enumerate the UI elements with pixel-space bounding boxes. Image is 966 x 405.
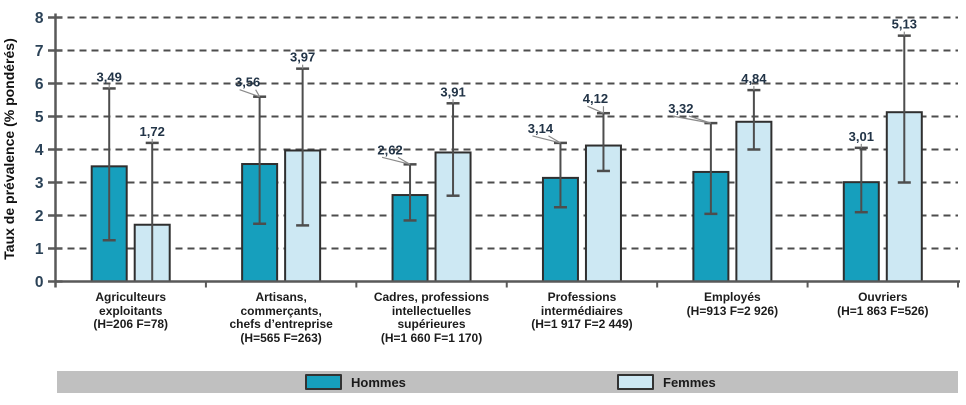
value-label: 4,12 bbox=[583, 91, 608, 106]
label-leader-line bbox=[381, 156, 411, 165]
category-label-1: Artisans, commerçants, chefs d’entreprise(… bbox=[229, 290, 333, 345]
y-tick-label: 7 bbox=[35, 43, 44, 60]
y-tick-label: 6 bbox=[35, 76, 44, 93]
legend-bar: Hommes Femmes bbox=[57, 371, 958, 393]
value-label: 3,01 bbox=[849, 129, 874, 144]
legend-swatch-femmes-icon bbox=[617, 374, 654, 390]
value-label: 2,62 bbox=[377, 142, 402, 157]
value-label: 3,14 bbox=[528, 121, 554, 136]
y-tick-label: 0 bbox=[35, 274, 44, 290]
value-label: 3,56 bbox=[235, 75, 260, 90]
label-leader-line bbox=[548, 135, 561, 144]
y-tick-label: 4 bbox=[35, 142, 44, 159]
y-tick-label: 2 bbox=[35, 208, 44, 225]
label-leader-line bbox=[688, 115, 712, 124]
label-leader-line bbox=[532, 135, 561, 144]
value-label: 3,97 bbox=[290, 50, 315, 65]
y-tick-label: 3 bbox=[35, 175, 44, 192]
legend-label-femmes: Femmes bbox=[663, 374, 716, 390]
category-labels: Agriculteurs exploitants (H=206 F=78) Artis… bbox=[0, 290, 966, 367]
category-label-4: Employés (H=913 F=2 926) bbox=[686, 290, 779, 318]
legend-item-hommes: Hommes bbox=[305, 371, 406, 393]
category-label-5: Ouvriers (H=1 863 F=526) bbox=[837, 290, 929, 318]
label-leader-line bbox=[587, 105, 604, 114]
category-label-0: Agriculteurs exploitants (H=206 F=78) bbox=[93, 290, 169, 331]
label-leader-line bbox=[255, 89, 261, 97]
label-leader-line bbox=[239, 89, 260, 98]
prevalence-bar-chart: 0 1 2 3 4 5 6 7 8 Taux de prévalence (% pondérés)… bbox=[1, 10, 960, 290]
y-tick-label: 8 bbox=[35, 10, 44, 27]
y-tick-label: 1 bbox=[35, 241, 44, 258]
value-label: 3,91 bbox=[440, 84, 465, 99]
category-label-2: Cadres, professions intellectuelles supéri… bbox=[373, 290, 490, 345]
label-leader-line bbox=[397, 156, 411, 165]
value-label: 5,13 bbox=[892, 17, 917, 32]
y-tick-label: 5 bbox=[35, 109, 44, 126]
category-label-3: Professions intermédiaires (H=1 917 F=2 44… bbox=[531, 290, 633, 331]
value-label: 3,32 bbox=[668, 101, 693, 116]
legend-label-hommes: Hommes bbox=[351, 374, 406, 390]
legend-item-femmes: Femmes bbox=[617, 371, 716, 393]
y-axis-title: Taux de prévalence (% pondérés) bbox=[1, 38, 17, 259]
legend-swatch-hommes-icon bbox=[305, 374, 342, 390]
value-label: 4,84 bbox=[741, 71, 767, 86]
value-label: 3,49 bbox=[97, 69, 122, 84]
label-leader-line bbox=[672, 115, 711, 124]
value-label: 1,72 bbox=[140, 124, 165, 139]
